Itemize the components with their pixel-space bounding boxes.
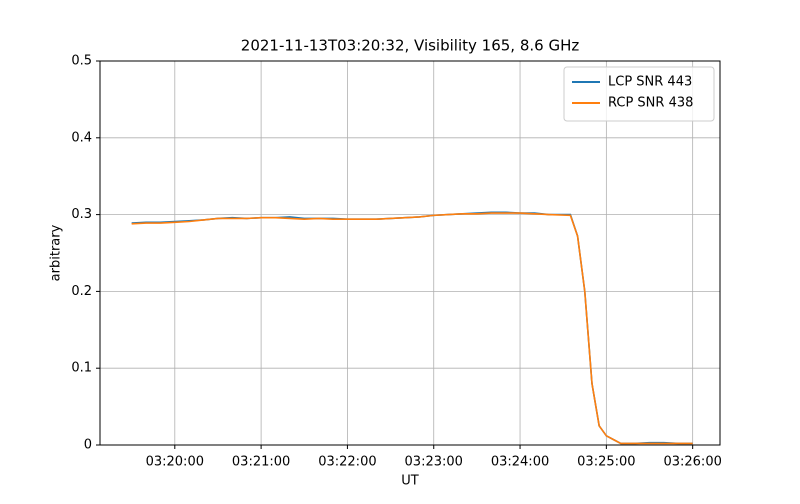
legend-label: RCP SNR 438 (608, 96, 693, 111)
y-tick-label: 0.3 (71, 207, 92, 222)
plot-frame (99, 60, 721, 446)
x-tick-label: 03:26:00 (663, 455, 721, 470)
x-axis-label: UT (401, 474, 419, 489)
x-tick-label: 03:20:00 (146, 455, 204, 470)
x-tick-label: 03:21:00 (232, 455, 290, 470)
x-tick-label: 03:23:00 (405, 455, 463, 470)
y-tick-label: 0.1 (71, 361, 92, 376)
y-axis-label: arbitrary (49, 224, 64, 281)
x-tick-label: 03:22:00 (318, 455, 376, 470)
y-tick-label: 0.5 (71, 54, 92, 69)
data-line (131, 212, 693, 445)
y-tick-label: 0.2 (71, 284, 92, 299)
y-tick-label: 0.4 (71, 130, 92, 145)
y-tick-label: 0 (84, 438, 92, 453)
legend-label: LCP SNR 443 (608, 75, 692, 90)
x-tick-label: 03:25:00 (577, 455, 635, 470)
legend-box (563, 66, 715, 122)
x-tick-label: 03:24:00 (491, 455, 549, 470)
chart-title: 2021-11-13T03:20:32, Visibility 165, 8.6… (241, 37, 580, 55)
